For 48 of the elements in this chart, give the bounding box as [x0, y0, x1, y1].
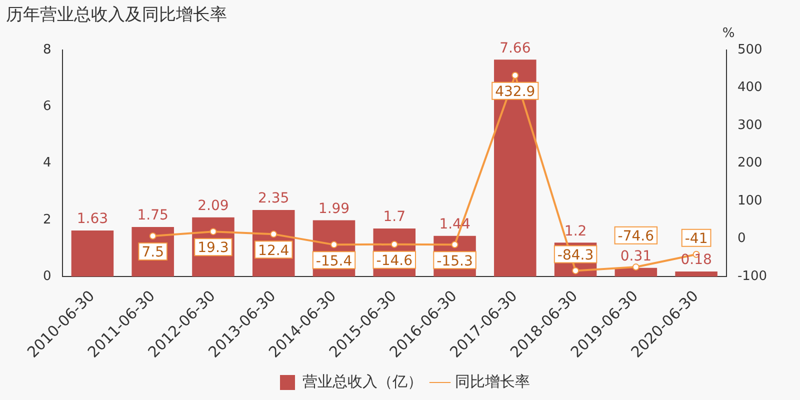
data-label: 432.9 — [495, 84, 536, 100]
y2-tick-label: 300 — [737, 118, 762, 133]
data-label: 2.09 — [198, 198, 229, 214]
y-tick-label: 4 — [42, 156, 52, 171]
y-tick-label: 8 — [42, 42, 52, 58]
data-label: -74.6 — [618, 228, 654, 244]
data-label: 7.66 — [500, 40, 531, 56]
point — [270, 230, 278, 238]
point — [451, 241, 458, 248]
data-label: -14.6 — [376, 253, 413, 270]
data-label: -15.4 — [316, 253, 352, 270]
point — [149, 232, 156, 240]
y2-tick-label: 200 — [737, 156, 762, 171]
data-label: -84.3 — [557, 247, 594, 264]
legend-label: 营业总收入（亿） — [302, 372, 422, 390]
y2-tick-label: 100 — [737, 193, 762, 208]
data-label: 12.4 — [258, 242, 290, 259]
y-tick-label: 6 — [42, 99, 52, 114]
y2-tick-label: -100 — [737, 269, 768, 284]
data-label: -41 — [684, 230, 708, 247]
point — [330, 241, 338, 248]
legend-label: 同比增长率 — [455, 372, 530, 390]
data-label: 1.7 — [383, 209, 406, 226]
data-label: 7.5 — [142, 244, 164, 261]
point — [210, 228, 217, 236]
y-tick-label: 2 — [42, 212, 52, 228]
data-label: 1.99 — [318, 200, 350, 217]
data-label: 19.3 — [198, 240, 229, 256]
data-label: 2.35 — [258, 190, 290, 207]
y-tick-label: 0 — [42, 269, 52, 284]
point — [632, 264, 640, 271]
data-label: 1.75 — [137, 208, 168, 224]
bar — [494, 60, 536, 277]
chart-title: 历年营业总收入及同比增长率 — [6, 4, 227, 26]
data-label: 0.31 — [620, 248, 652, 264]
data-label: -15.3 — [436, 253, 473, 270]
data-label: 1.63 — [76, 211, 108, 228]
point — [572, 267, 580, 274]
bar — [675, 272, 718, 277]
data-label: 0.18 — [680, 252, 712, 268]
y2-axis-title: % — [722, 26, 735, 41]
point — [390, 240, 398, 248]
y2-tick-label: 400 — [737, 80, 762, 96]
y2-tick-label: 500 — [737, 42, 762, 58]
bar — [71, 230, 114, 277]
data-label: 1.2 — [564, 223, 587, 240]
point — [512, 72, 519, 79]
y2-tick-label: 0 — [737, 231, 746, 246]
